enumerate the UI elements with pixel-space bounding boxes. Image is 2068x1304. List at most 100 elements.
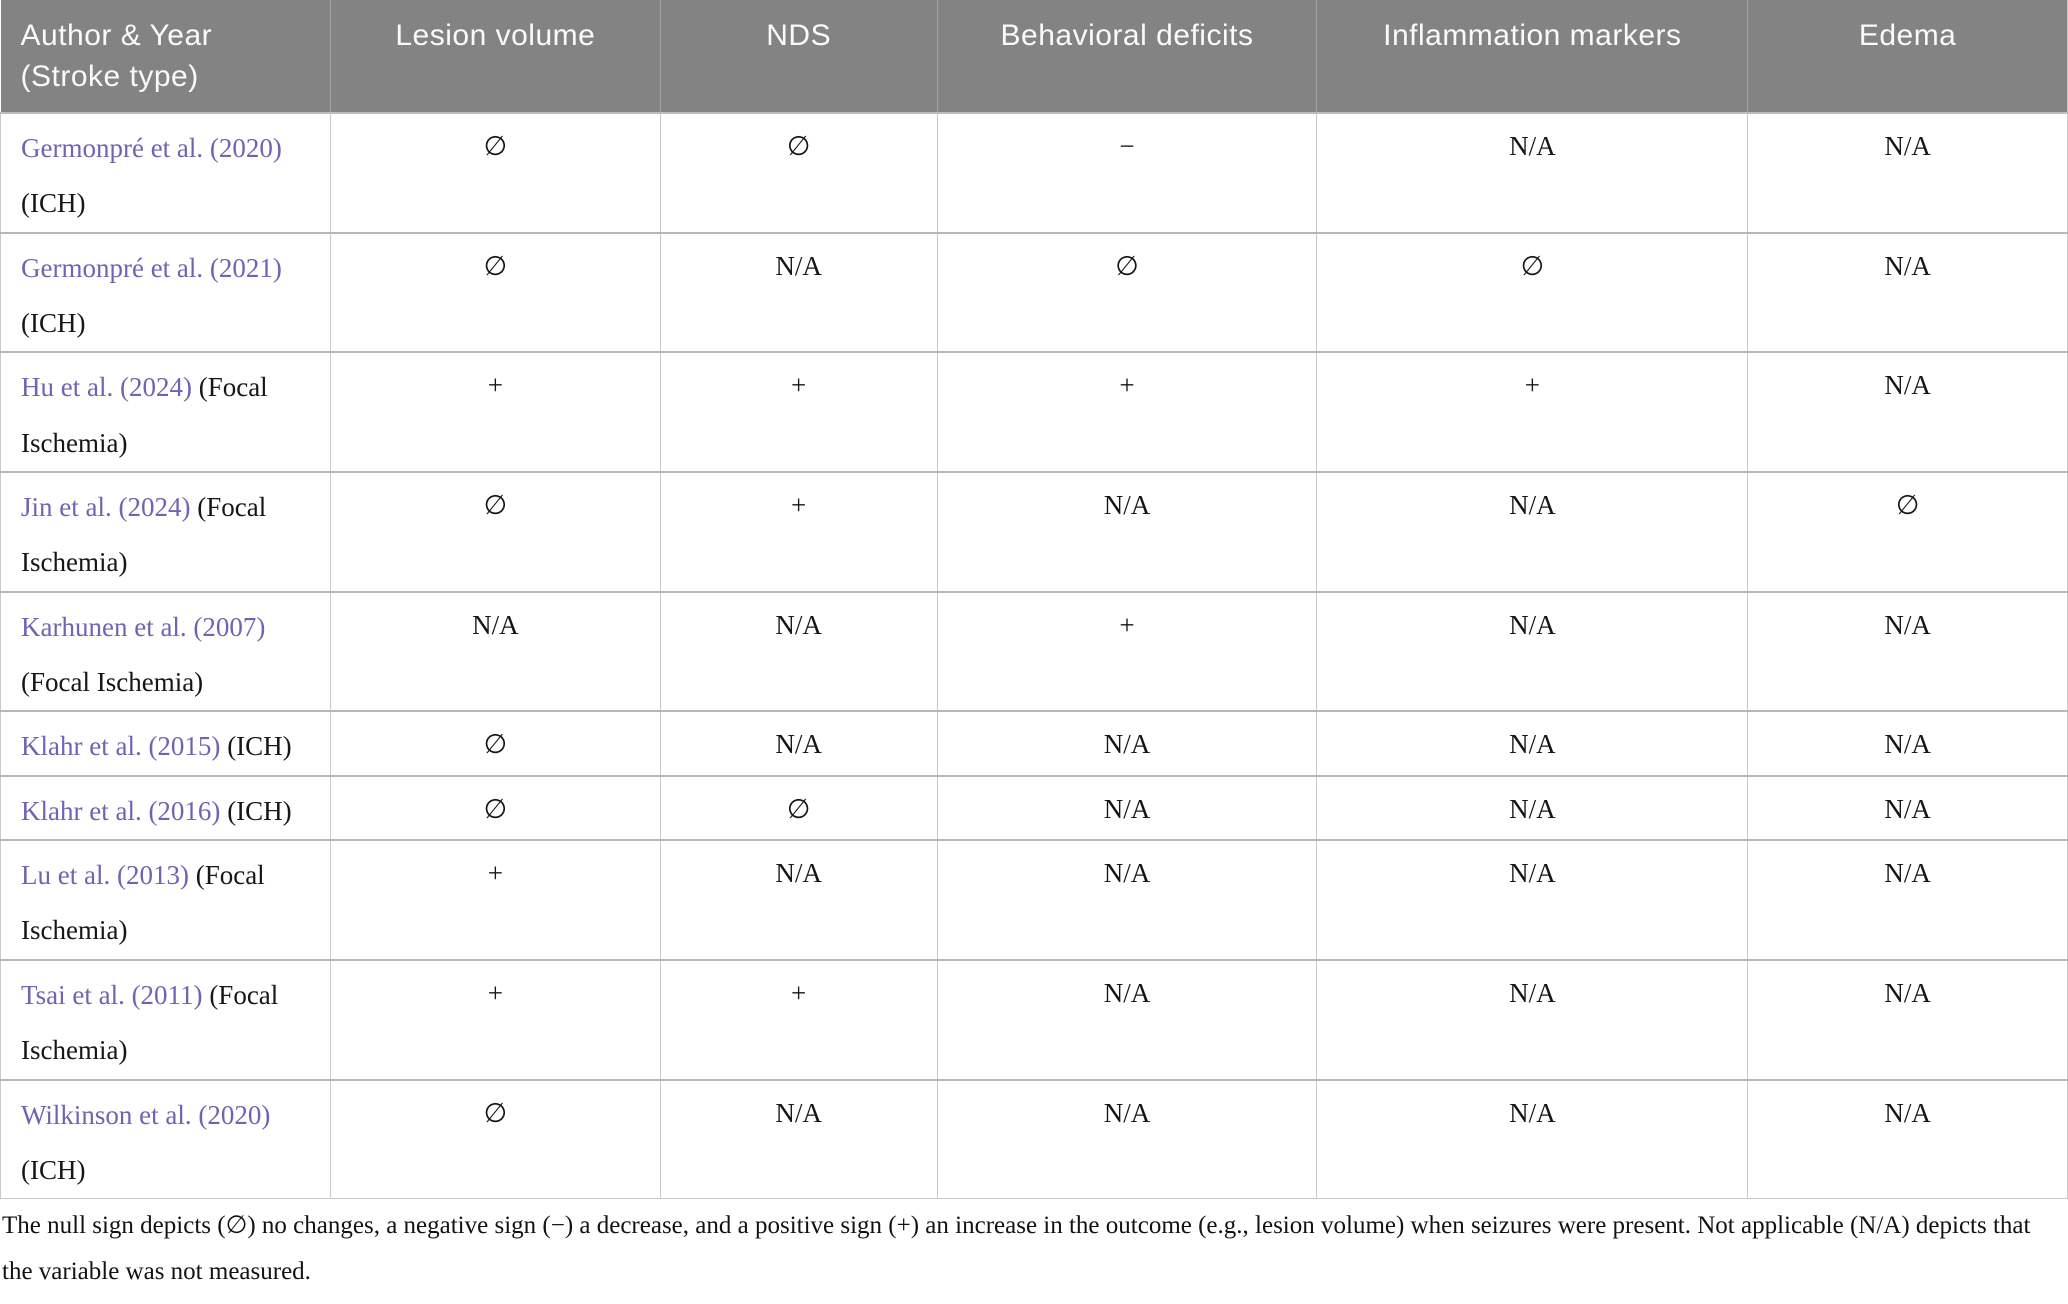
table-row-klahr-2016: Klahr et al. (2016) (ICH) ∅ ∅ N/A N/A N/… [0, 774, 2068, 841]
value-cell-inflammation-markers: N/A [1316, 839, 1749, 961]
value-cell-inflammation-markers: N/A [1316, 958, 1749, 1080]
value-cell-edema: N/A [1747, 774, 2068, 841]
col-header-edema: Edema [1747, 0, 2068, 114]
table-row-germonpre-2021: Germonpré et al. (2021) (ICH) ∅ N/A ∅ ∅ … [0, 231, 2068, 353]
stroke-type-label: (ICH) [21, 1154, 86, 1185]
value-cell-inflammation-markers: N/A [1316, 112, 1749, 234]
author-cell: Hu et al. (2024) (Focal Ischemia) [0, 351, 331, 473]
value-cell-behavioral-deficits: − [936, 112, 1318, 234]
value-cell-nds: N/A [659, 839, 938, 961]
col-header-lesion-volume: Lesion volume [330, 0, 661, 114]
value-cell-inflammation-markers: N/A [1316, 774, 1749, 841]
table-footnote: The null sign depicts (∅) no changes, a … [2, 1212, 2031, 1286]
value-cell-edema: N/A [1747, 590, 2068, 712]
value-cell-edema: N/A [1747, 710, 2068, 777]
value-cell-edema: N/A [1747, 1078, 2068, 1200]
table-row-germonpre-2020: Germonpré et al. (2020) (ICH) ∅ ∅ − N/A … [0, 112, 2068, 234]
citation-link[interactable]: Tsai et al. (2011) [21, 979, 203, 1010]
header-author-line2: (Stroke type) [20, 59, 199, 93]
value-cell-behavioral-deficits: N/A [936, 471, 1318, 593]
author-cell: Klahr et al. (2016) (ICH) [0, 774, 331, 841]
citation-link[interactable]: Jin et al. (2024) [21, 492, 191, 523]
value-cell-inflammation-markers: N/A [1316, 471, 1749, 593]
stroke-type-label: (Focal Ischemia) [21, 979, 279, 1066]
author-cell: Tsai et al. (2011) (Focal Ischemia) [0, 958, 331, 1080]
value-cell-nds: N/A [659, 231, 938, 353]
value-cell-lesion-volume: + [329, 351, 661, 473]
value-cell-behavioral-deficits: + [936, 351, 1318, 473]
value-cell-inflammation-markers: ∅ [1316, 231, 1749, 353]
author-cell: Karhunen et al. (2007) (Focal Ischemia) [0, 590, 331, 712]
value-cell-inflammation-markers: N/A [1316, 590, 1749, 712]
value-cell-nds: + [659, 958, 938, 1080]
citation-link[interactable]: Wilkinson et al. (2020) [21, 1099, 271, 1130]
table-row-tsai-2011: Tsai et al. (2011) (Focal Ischemia) + + … [0, 958, 2068, 1080]
table-row-klahr-2015: Klahr et al. (2015) (ICH) ∅ N/A N/A N/A … [0, 710, 2068, 777]
value-cell-lesion-volume: ∅ [329, 112, 661, 234]
stroke-type-label: (Focal Ischemia) [21, 667, 204, 698]
value-cell-behavioral-deficits: + [936, 590, 1318, 712]
author-cell: Germonpré et al. (2021) (ICH) [0, 231, 331, 353]
value-cell-nds: + [659, 351, 938, 473]
value-cell-behavioral-deficits: N/A [936, 958, 1318, 1080]
value-cell-nds: N/A [659, 1078, 938, 1200]
col-header-author-year: Author & Year (Stroke type) [0, 0, 331, 114]
stroke-type-label: (ICH) [227, 731, 292, 762]
header-row: Author & Year (Stroke type) Lesion volum… [0, 0, 2068, 114]
value-cell-lesion-volume: + [329, 958, 661, 1080]
value-cell-edema: ∅ [1747, 471, 2068, 593]
stroke-type-label: (Focal Ischemia) [21, 492, 267, 578]
value-cell-lesion-volume: ∅ [329, 774, 661, 841]
stroke-type-label: (Focal Ischemia) [21, 372, 268, 458]
stroke-type-label: (ICH) [227, 795, 292, 826]
citation-link[interactable]: Karhunen et al. (2007) [21, 611, 266, 642]
table-row-lu-2013: Lu et al. (2013) (Focal Ischemia) + N/A … [0, 839, 2068, 961]
citation-link[interactable]: Klahr et al. (2015) [21, 731, 221, 762]
value-cell-behavioral-deficits: N/A [936, 1078, 1318, 1200]
value-cell-behavioral-deficits: N/A [936, 839, 1318, 961]
value-cell-edema: N/A [1747, 958, 2068, 1080]
author-cell: Jin et al. (2024) (Focal Ischemia) [0, 471, 331, 593]
value-cell-edema: N/A [1747, 351, 2068, 473]
outcomes-table: Author & Year (Stroke type) Lesion volum… [0, 0, 2068, 1200]
value-cell-nds: ∅ [659, 774, 938, 841]
table-row-wilkinson-2020: Wilkinson et al. (2020) (ICH) ∅ N/A N/A … [0, 1078, 2068, 1200]
author-cell: Lu et al. (2013) (Focal Ischemia) [0, 839, 331, 961]
citation-link[interactable]: Germonpré et al. (2020) [21, 133, 282, 163]
value-cell-nds: ∅ [659, 112, 938, 234]
col-header-nds: NDS [660, 0, 938, 114]
stroke-type-label: (ICH) [21, 188, 86, 219]
author-cell: Klahr et al. (2015) (ICH) [0, 710, 331, 777]
value-cell-edema: N/A [1747, 231, 2068, 353]
value-cell-edema: N/A [1747, 112, 2068, 234]
header-author-line1: Author & Year [20, 19, 213, 52]
citation-link[interactable]: Hu et al. (2024) [21, 372, 192, 403]
table-row-jin-2024: Jin et al. (2024) (Focal Ischemia) ∅ + N… [0, 471, 2068, 593]
value-cell-lesion-volume: ∅ [329, 231, 661, 353]
citation-link[interactable]: Lu et al. (2013) [21, 860, 189, 891]
value-cell-lesion-volume: + [329, 839, 661, 961]
value-cell-inflammation-markers: N/A [1316, 1078, 1749, 1200]
citation-link[interactable]: Germonpré et al. (2021) [21, 252, 282, 283]
value-cell-nds: N/A [659, 590, 938, 712]
value-cell-nds: N/A [659, 710, 938, 777]
author-cell: Wilkinson et al. (2020) (ICH) [0, 1078, 331, 1200]
table-row-hu-2024: Hu et al. (2024) (Focal Ischemia) + + + … [0, 351, 2068, 473]
value-cell-lesion-volume: ∅ [329, 710, 661, 777]
value-cell-lesion-volume: ∅ [329, 1078, 661, 1200]
table-row-karhunen-2007: Karhunen et al. (2007) (Focal Ischemia) … [0, 590, 2068, 712]
value-cell-lesion-volume: ∅ [329, 471, 661, 593]
stroke-type-label: (Focal Ischemia) [21, 860, 265, 946]
value-cell-inflammation-markers: + [1316, 351, 1749, 473]
value-cell-behavioral-deficits: N/A [936, 710, 1318, 777]
value-cell-inflammation-markers: N/A [1316, 710, 1749, 777]
col-header-inflammation-markers: Inflammation markers [1316, 0, 1749, 114]
value-cell-behavioral-deficits: N/A [936, 774, 1318, 841]
citation-link[interactable]: Klahr et al. (2016) [21, 795, 221, 826]
author-cell: Germonpré et al. (2020) (ICH) [0, 112, 331, 234]
value-cell-behavioral-deficits: ∅ [936, 231, 1318, 353]
value-cell-edema: N/A [1747, 839, 2068, 961]
stroke-type-label: (ICH) [21, 308, 86, 339]
value-cell-lesion-volume: N/A [329, 590, 661, 712]
